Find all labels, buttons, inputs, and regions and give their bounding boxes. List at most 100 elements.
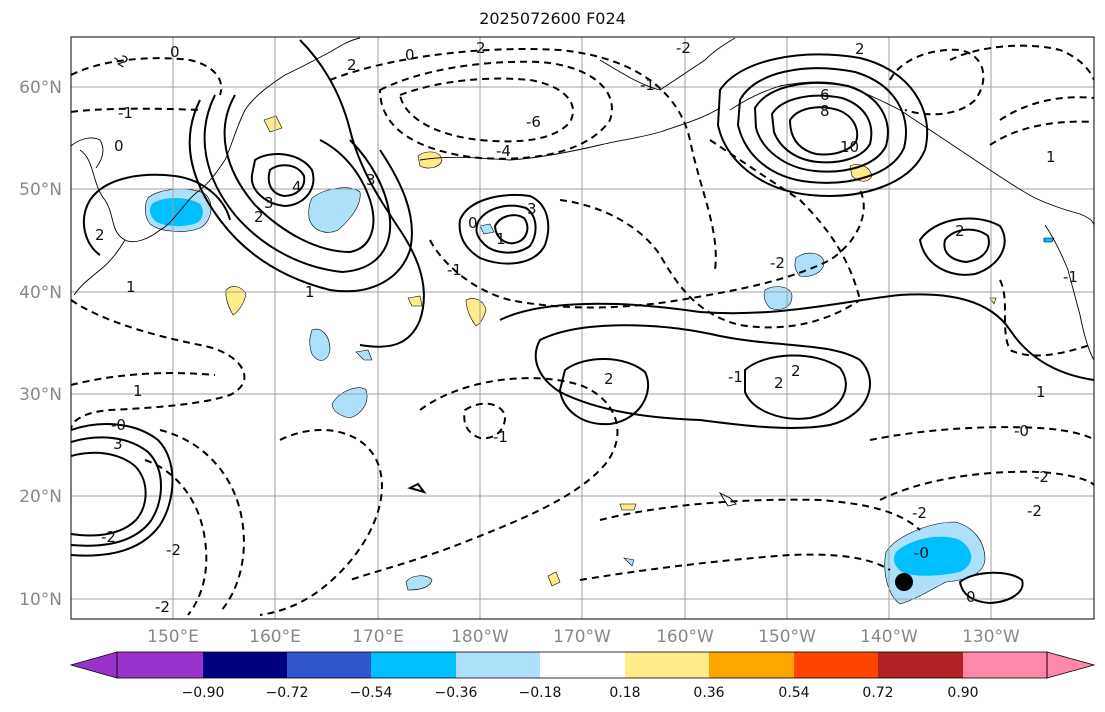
contour-label: 1 [305,283,315,301]
contour-label: -1 [493,428,508,446]
contour-solid-8 [475,204,537,254]
contour-label: -1 [447,261,462,279]
contour-label: 2 [955,222,965,240]
lat-label: 40°N [19,283,62,303]
contour-label: 3 [264,194,274,212]
lat-label: 60°N [19,78,62,98]
lon-label: 160°W [656,627,714,647]
neg-patch-123w [1043,237,1055,243]
lon-label: 150°E [147,627,199,647]
colorbar-tick-label: 0.90 [947,685,978,701]
coast-alaska-west [599,37,736,91]
contour-dashed-18 [869,426,1094,441]
lat-label: 10°N [19,590,62,610]
neg-patch-175w [405,575,433,591]
contour-dashed-11 [463,402,507,440]
contour-label: -2 [155,598,170,616]
longitude-axis: 150°E 160°E 170°E 180°W 170°W 160°W 150°… [147,627,1020,647]
contour-label: -0 [1014,422,1029,440]
lon-label: 170°W [553,627,611,647]
contour-label: 3 [527,200,537,218]
contour-label: 1 [133,382,143,400]
neg-patch-172e [331,387,368,419]
height-contours [71,39,1094,605]
colorbar: −0.90 −0.72 −0.54 −0.36 −0.18 0.18 0.36 … [69,651,1096,701]
contour-label: -1 [118,104,133,122]
pos-patch-180 [465,298,487,327]
contour-solid-19 [71,423,174,557]
contour-label: 6 [820,86,830,104]
contour-label: 3 [113,435,123,453]
colorbar-frame [116,651,1048,679]
contour-solid-18 [744,354,847,420]
lon-label: 140°W [860,627,918,647]
contour-solid-20 [71,436,162,547]
coast-kuril [73,239,126,296]
contour-dashed-3 [378,60,613,160]
contour-label: 2 [254,208,264,226]
lon-label: 170°E [352,627,404,647]
contour-dashed-19 [889,48,985,116]
contour-label: 2 [604,370,614,388]
contour-dashed-17 [879,470,1094,501]
contour-solid-4 [223,94,375,254]
contour-dashed-7 [559,199,861,329]
contour-solid-13 [770,94,873,164]
contour-label: -6 [526,113,541,131]
contour-label: -2 [912,504,927,522]
contour-dashed-12 [259,429,383,616]
colorbar-segment [371,652,456,678]
contour-dashed-21 [999,96,1094,121]
colorbar-segment [625,652,709,678]
contour-solid-21 [71,451,147,537]
neg-patch-150w [763,286,793,310]
contour-label: 1 [126,278,136,296]
contour-label: 0 [114,137,124,155]
lon-label: 160°E [249,627,301,647]
contour-solid-9 [493,214,529,245]
contour-dashed-10 [349,377,619,581]
contour-solid-11 [736,67,907,184]
colorbar-segment [540,652,625,678]
neg-patch-168e [309,328,331,361]
colorbar-segment [117,652,203,678]
colorbar-extend-high [1046,651,1096,679]
contour-label: -2 [1027,502,1042,520]
contour-label: -1 [1063,268,1078,286]
contour-label: 1 [1036,383,1046,401]
contour-solid-2 [188,99,413,293]
colorbar-segment [794,652,878,678]
contour-label: 1 [1046,148,1056,166]
contour-dashed-6 [429,189,865,309]
contour-label: -2 [1034,468,1049,486]
pos-patch-158e [263,115,283,133]
shaded-anomalies [144,115,1055,605]
colorbar-tick-label: −0.18 [519,685,562,701]
map-area[interactable]: -2 0 -1 0 2 2 3 4 1 1 2 0 3 -6 -4 0 1 3 … [71,37,1094,619]
contour-label: 0 [170,43,180,61]
neg-patch-145w [794,252,825,277]
contour-label: 2 [855,40,865,58]
contour-dashed-8 [71,299,246,431]
colorbar-tick-label: −0.72 [266,685,309,701]
contour-label: -2 [770,254,785,272]
lon-label: 150°W [758,627,816,647]
contour-label: 0 [966,588,976,606]
contour-dashed-20 [949,44,1094,81]
height-contours-dashed [71,44,1094,616]
contour-dashed-1 [71,57,223,96]
lat-label: 50°N [19,180,62,200]
lon-label: 180°W [451,627,509,647]
lat-label: 20°N [19,487,62,507]
contour-label: -0 [914,544,929,562]
contour-label: 0 [468,214,478,232]
contour-solid-22 [918,217,1006,276]
colorbar-segment [878,652,963,678]
contour-dashed-22 [989,120,1094,146]
contour-solid-26 [299,39,425,348]
contour-solid-1 [82,173,231,256]
pos-patch-168w [547,571,561,587]
pos-patch-155e [225,286,247,316]
contour-label: -1 [640,76,655,94]
